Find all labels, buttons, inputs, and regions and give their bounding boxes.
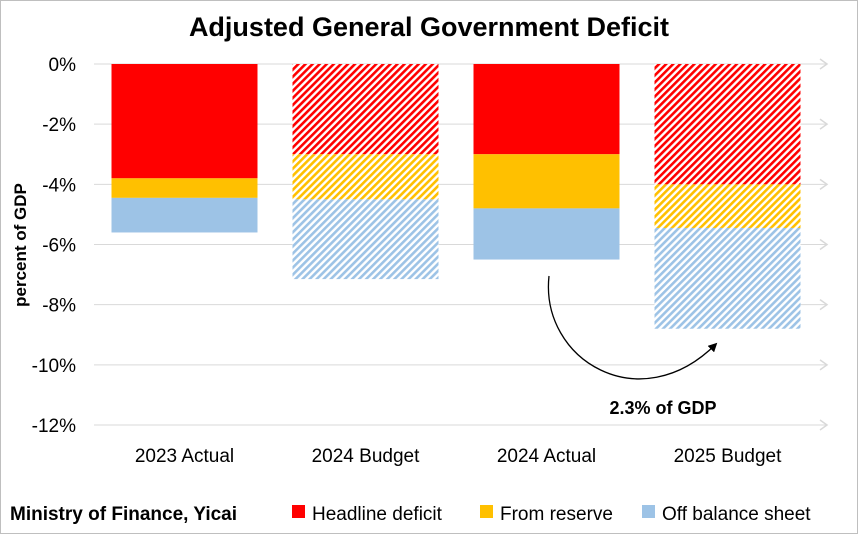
gridline-arrow	[819, 419, 829, 431]
y-axis-label: percent of GDP	[11, 183, 30, 307]
bar-segment	[473, 64, 620, 155]
gridline-arrow	[819, 299, 829, 311]
bar-segment	[111, 64, 258, 179]
bar-segment	[292, 199, 439, 280]
legend-swatch	[292, 505, 305, 518]
y-tick-label: -8%	[42, 296, 76, 317]
bar-segment	[292, 64, 439, 155]
x-category-label: 2024 Actual	[497, 446, 596, 467]
bar-segment	[473, 208, 620, 260]
y-tick-label: -10%	[32, 356, 76, 377]
y-tick-label: -12%	[32, 416, 76, 437]
y-axis-ticks: 0% -2% -4% -6% -8% -10% -12%	[32, 55, 76, 437]
chart-title: Adjusted General Government Deficit	[189, 12, 669, 42]
gridline-arrow	[819, 118, 829, 130]
legend-label: Headline deficit	[312, 504, 443, 525]
annotation-arrow	[547, 275, 718, 380]
legend-swatch	[642, 505, 655, 518]
gridline-arrow	[819, 238, 829, 251]
legend: Headline deficit From reserve Off balance …	[292, 504, 811, 525]
x-category-label: 2025 Budget	[674, 446, 782, 467]
source-label: Ministry of Finance, Yicai	[10, 504, 237, 525]
gridline-arrow	[819, 178, 829, 190]
bar-segment	[292, 154, 439, 200]
y-tick-label: -4%	[42, 175, 76, 196]
gridline-arrow	[819, 359, 829, 371]
bar-segment	[654, 64, 801, 185]
bar-segment	[111, 197, 258, 233]
x-axis-categories: 2023 Actual 2024 Budget 2024 Actual 2025 Bu…	[135, 446, 782, 467]
legend-swatch	[480, 505, 493, 518]
bar-segment	[111, 178, 258, 198]
y-tick-label: 0%	[49, 55, 77, 76]
bar-segment	[654, 227, 801, 329]
x-category-label: 2024 Budget	[312, 446, 420, 467]
bars	[111, 64, 801, 329]
legend-label: From reserve	[500, 504, 613, 525]
annotation-label: 2.3% of GDP	[609, 398, 716, 418]
bar-segment	[473, 154, 620, 209]
y-tick-label: -6%	[42, 236, 76, 257]
gridline-arrow	[819, 58, 829, 70]
legend-label: Off balance sheet	[662, 504, 811, 525]
x-category-label: 2023 Actual	[135, 446, 234, 467]
y-tick-label: -2%	[42, 115, 76, 136]
bar-segment	[654, 184, 801, 228]
